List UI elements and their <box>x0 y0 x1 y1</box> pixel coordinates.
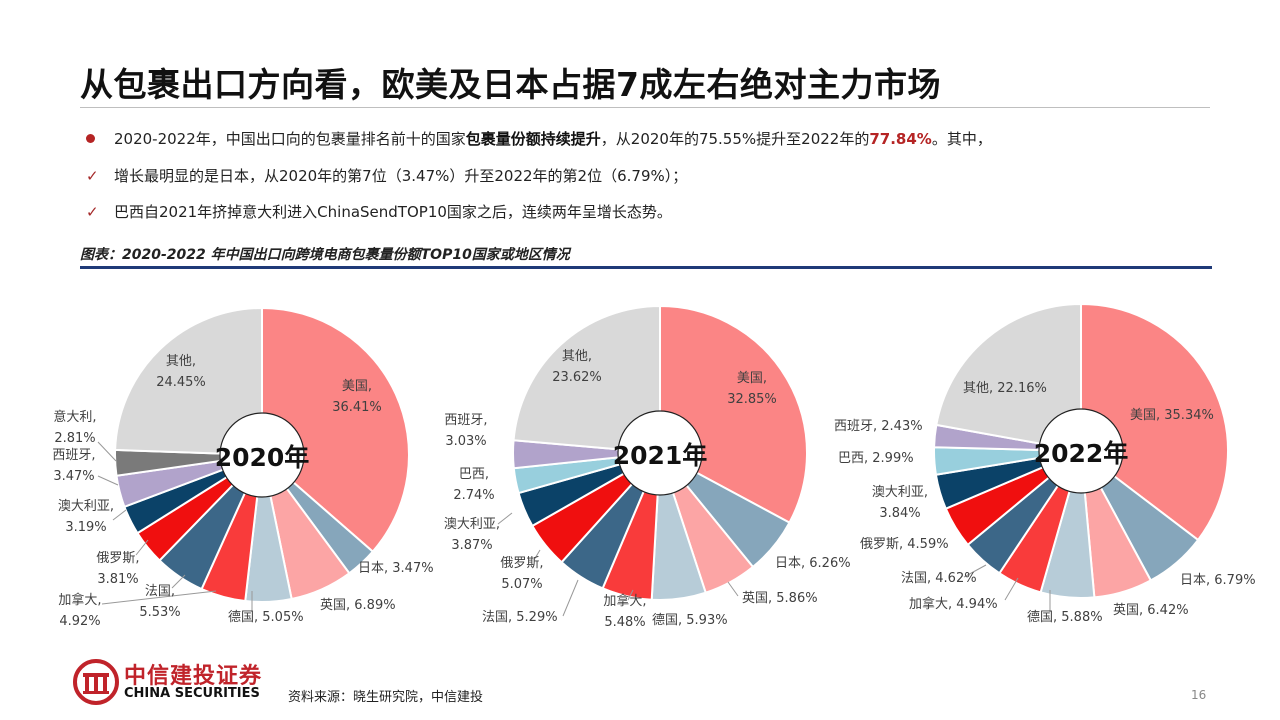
pie-slice-label: 巴西, 2.99% <box>838 451 914 466</box>
pie-leader-line <box>97 441 117 462</box>
pie-slice-label: 法国, 4.62% <box>901 571 977 586</box>
pie-slice-label: 俄罗斯, 4.59% <box>860 537 949 552</box>
pie-chart-2: 2022年 美国, 35.34% 日本, 6.79% 英国, 6.42% 德国, 5.8… <box>834 302 1256 625</box>
pie-slice-label: 其他, 24.45% <box>156 354 206 390</box>
pie-center <box>219 412 305 498</box>
bullet-summary-post: 。其中， <box>931 130 992 148</box>
citic-logo-icon <box>73 659 119 705</box>
pie-slice-label: 日本, 3.47% <box>358 561 434 576</box>
logo-chinese-name: 中信建投证券 <box>124 664 263 689</box>
pie-slice-label: 巴西, 2.74% <box>453 467 494 503</box>
pie-slice <box>114 306 263 457</box>
pie-leader-line <box>727 581 739 597</box>
pie-slice-label: 澳大利亚, 3.87% <box>444 516 500 553</box>
pie-leader-line <box>963 564 987 578</box>
page-number: 16 <box>1191 688 1207 702</box>
bullet-summary-bold: 包裹量份额持续提升 <box>465 130 601 148</box>
bullet-brazil: ✓ 巴西自2021年挤掉意大利进入ChinaSendTOP10国家之后，连续两年呈… <box>86 201 672 222</box>
pie-center <box>1038 408 1124 494</box>
pie-slice-label: 西班牙, 3.03% <box>444 413 487 449</box>
pie-slice-label: 美国, 32.85% <box>727 371 777 407</box>
checkmark-icon: ✓ <box>86 203 99 221</box>
bullet-japan-text: 增长最明显的是日本，从2020年的第7位（3.47%）升至2022年的第2位（6… <box>114 167 688 185</box>
pie-slice-label: 澳大利亚, 3.19% <box>58 498 114 535</box>
logo-english-name: CHINA SECURITIES <box>124 686 260 701</box>
pie-year-title: 2022年 <box>1034 439 1129 468</box>
pie-slice <box>261 306 410 554</box>
pie-leader-line <box>562 579 579 617</box>
title-divider <box>80 107 1210 108</box>
pie-slice-label: 西班牙, 3.47% <box>52 448 95 484</box>
pie-leader-line <box>1004 577 1019 601</box>
pie-leader-line <box>135 539 149 556</box>
pie-slice-label: 英国, 6.42% <box>1113 603 1189 618</box>
pie-year-title: 2021年 <box>613 441 708 470</box>
pie-slice-label: 日本, 6.26% <box>775 556 851 571</box>
bullet-summary: 2020-2022年，中国出口向的包裹量排名前十的国家包裹量份额持续提升，从20… <box>86 128 992 149</box>
pie-slice-label: 英国, 5.86% <box>742 591 818 606</box>
pie-slice-label: 德国, 5.93% <box>652 613 728 628</box>
pie-leader-line <box>533 549 541 561</box>
pie-slice <box>935 302 1082 453</box>
pie-slice-label: 德国, 5.05% <box>228 610 304 625</box>
pie-slice <box>1080 302 1229 542</box>
pie-leader-line <box>97 475 119 486</box>
pie-slice-label: 俄罗斯, 3.81% <box>96 551 139 587</box>
bullet-dot-icon <box>86 134 95 143</box>
pie-leader-line <box>497 512 513 525</box>
pie-leader-line <box>171 574 186 589</box>
pie-slice-label: 其他, 22.16% <box>963 381 1047 396</box>
pie-slice-label: 德国, 5.88% <box>1027 610 1103 625</box>
page-title: 从包裹出口方向看，欧美及日本占据7成左右绝对主力市场 <box>80 65 941 104</box>
bullet-brazil-text: 巴西自2021年挤掉意大利进入ChinaSendTOP10国家之后，连续两年呈增… <box>114 203 672 221</box>
pie-slice-label: 加拿大, 4.92% <box>58 592 101 629</box>
pie-slice-label: 英国, 6.89% <box>320 598 396 613</box>
checkmark-icon: ✓ <box>86 167 99 185</box>
pie-leader-line <box>101 590 217 605</box>
pie-slice-label: 意大利, 2.81% <box>53 409 96 446</box>
pie-slice <box>512 304 661 455</box>
bullet-summary-pre: 2020-2022年，中国出口向的包裹量排名前十的国家 <box>114 130 466 148</box>
pie-slice-label: 加拿大, 4.94% <box>909 596 998 612</box>
bullet-japan: ✓ 增长最明显的是日本，从2020年的第7位（3.47%）升至2022年的第2位（… <box>86 165 687 186</box>
pie-leader-line <box>112 509 127 521</box>
pie-slice-label: 美国, 35.34% <box>1130 408 1214 423</box>
pie-slice-label: 日本, 6.79% <box>1180 573 1256 588</box>
pie-slice-label: 美国, 36.41% <box>332 379 382 415</box>
pie-slice-label: 其他, 23.62% <box>552 349 602 385</box>
pie-leader-line <box>627 589 634 601</box>
bullet-summary-highlight: 77.84% <box>869 130 932 148</box>
pie-slice-label: 西班牙, 2.43% <box>834 419 923 434</box>
pie-slice-label: 加拿大, 5.48% <box>603 593 646 630</box>
pie-year-title: 2020年 <box>215 443 310 472</box>
pie-center <box>617 410 703 496</box>
pie-chart-1: 2021年 美国, 32.85% 日本, 6.26% 英国, 5.86% 德国, 5.93… <box>444 304 851 630</box>
pie-slice-label: 法国, 5.53% <box>139 584 180 620</box>
pie-slice-label: 澳大利亚, 3.84% <box>872 484 928 521</box>
pie-slice-label: 法国, 5.29% <box>482 610 558 625</box>
source-note: 资料来源：晓生研究院，中信建投 <box>288 690 484 705</box>
caption-divider <box>80 266 1212 269</box>
pie-slice-label: 俄罗斯, 5.07% <box>500 556 543 592</box>
chart-caption: 图表：2020-2022 年中国出口向跨境电商包裹量份额TOP10国家或地区情况 <box>80 247 570 263</box>
bullet-summary-mid: ，从2020年的75.55%提升至2022年的 <box>600 130 870 148</box>
